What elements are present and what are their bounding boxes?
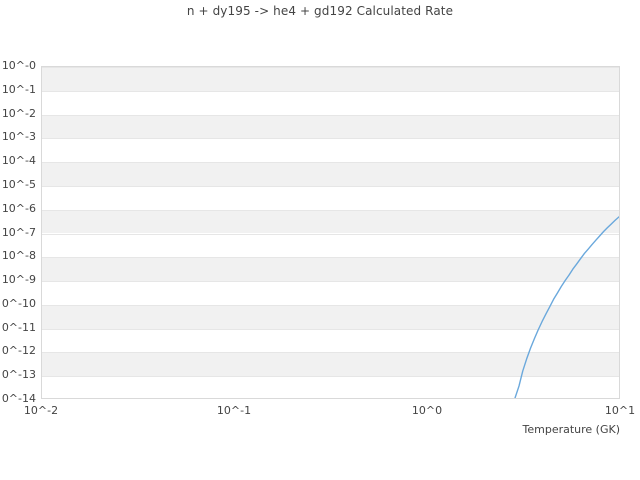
plot-band (42, 162, 619, 186)
y-gridline (42, 138, 619, 139)
y-gridline (42, 91, 619, 92)
y-gridline (42, 352, 619, 353)
y-gridline (42, 257, 619, 258)
plot-band (42, 209, 619, 234)
plot-band (42, 352, 619, 377)
y-tick-label: 10^-6 (1, 201, 36, 215)
y-tick-label: 10^-2 (1, 106, 36, 120)
y-gridline (42, 115, 619, 116)
y-gridline (42, 305, 619, 306)
y-tick-label: 0^-11 (1, 320, 36, 334)
y-tick-label: 0^-14 (1, 392, 36, 405)
y-tick-label: 10^-8 (1, 249, 36, 263)
x-tick-label: 10^-2 (23, 404, 59, 417)
y-gridline (42, 67, 619, 68)
y-gridline (42, 329, 619, 330)
y-tick-label: 0^-13 (1, 368, 36, 382)
y-gridline (42, 210, 619, 211)
y-tick-label: 10^-9 (1, 273, 36, 287)
y-tick-label: 10^-5 (1, 177, 36, 191)
y-gridline (42, 376, 619, 377)
plot-band (42, 114, 619, 139)
y-tick-label: 10^-3 (1, 130, 36, 144)
y-gridline (42, 281, 619, 282)
y-tick-label: 0^-10 (1, 296, 36, 310)
x-tick-label: 10^-1 (216, 404, 252, 417)
y-tick-label: 10^-1 (1, 82, 36, 96)
y-tick-label: 0^-12 (1, 344, 36, 358)
y-tick-label: 10^-7 (1, 225, 36, 239)
plot-band (42, 67, 619, 91)
x-tick-label: 10^0 (411, 404, 443, 417)
y-gridline (42, 234, 619, 235)
y-gridline (42, 162, 619, 163)
y-tick-label: 10^-0 (1, 59, 36, 72)
data-series-line (514, 216, 619, 398)
plot-band (42, 304, 619, 329)
chart-title: n + dy195 -> he4 + gd192 Calculated Rate (186, 4, 454, 18)
y-gridline (42, 186, 619, 187)
series-layer (514, 216, 619, 398)
x-axis-label: Temperature (GK) (522, 423, 621, 436)
plot-area (41, 66, 620, 399)
x-tick-label: 10^1 (604, 404, 636, 417)
plot-band (42, 257, 619, 282)
y-tick-label: 10^-4 (1, 154, 36, 168)
